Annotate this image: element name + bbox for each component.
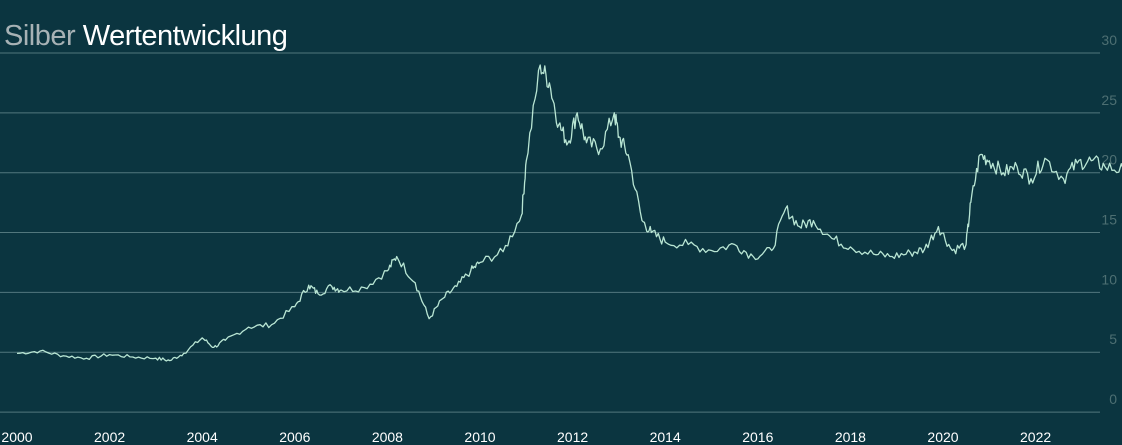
y-tick-label: 10 xyxy=(1101,271,1117,287)
y-tick-label: 20 xyxy=(1101,152,1117,168)
y-tick-label: 15 xyxy=(1101,212,1117,228)
y-tick-label: 5 xyxy=(1109,331,1117,347)
series-layer xyxy=(16,64,1122,362)
x-tick-label: 2000 xyxy=(1,429,32,445)
series-line-0 xyxy=(16,64,1122,362)
x-tick-label: 2022 xyxy=(1020,429,1051,445)
x-tick-label: 2018 xyxy=(835,429,866,445)
x-tick-label: 2016 xyxy=(742,429,773,445)
title-main: Wertentwicklung xyxy=(82,20,288,52)
x-tick-label: 2006 xyxy=(279,429,310,445)
x-tick-label: 2020 xyxy=(927,429,958,445)
x-tick-label: 2012 xyxy=(557,429,588,445)
chart-title: Silber Wertentwicklung xyxy=(4,20,288,53)
y-tick-label: 30 xyxy=(1101,32,1117,48)
y-tick-label: 0 xyxy=(1109,391,1117,407)
x-tick-label: 2002 xyxy=(94,429,125,445)
x-tick-label: 2004 xyxy=(187,429,218,445)
title-prefix: Silber xyxy=(4,20,76,52)
x-tick-label: 2010 xyxy=(464,429,495,445)
x-tick-label: 2008 xyxy=(372,429,403,445)
y-axis-ticks: 0 5 10 15 20 25 30 xyxy=(1101,32,1117,407)
x-axis-ticks: 2000 2002 2004 2006 2008 2010 2012 2014 2016 2018… xyxy=(1,429,1051,445)
grid-lines xyxy=(0,52,1100,413)
x-tick-label: 2014 xyxy=(650,429,681,445)
y-tick-label: 25 xyxy=(1101,92,1117,108)
